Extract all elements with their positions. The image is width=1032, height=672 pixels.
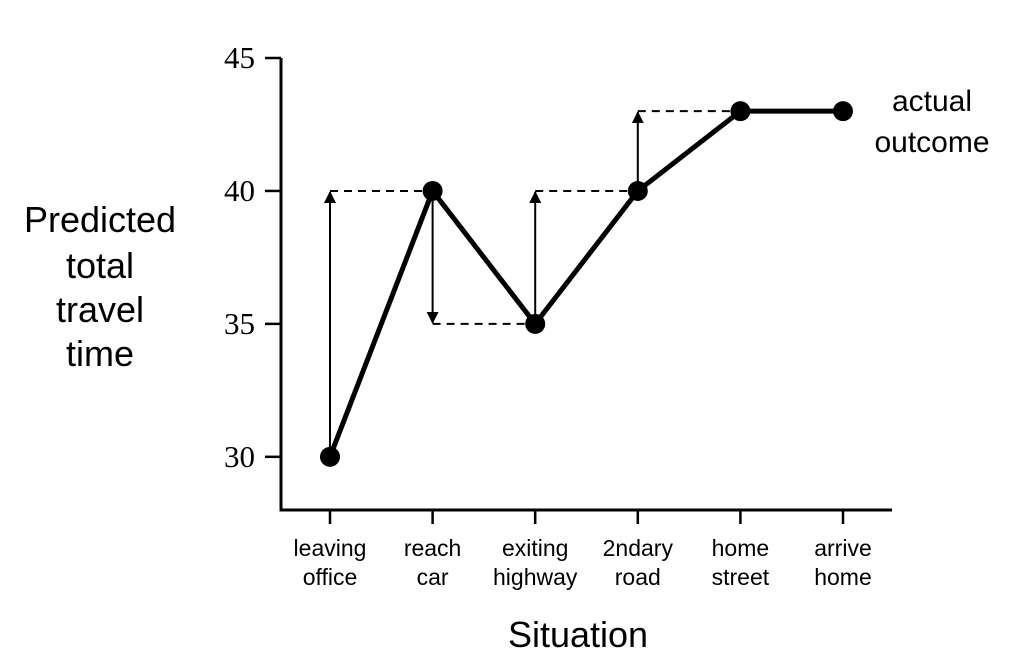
series-layer bbox=[320, 101, 853, 467]
x-tick-label: exiting highway bbox=[493, 535, 578, 590]
x-tick-label: reach car bbox=[404, 535, 462, 590]
y-axis-label-line: travel bbox=[56, 289, 144, 330]
annotation-actual-outcome: actual outcome bbox=[874, 85, 989, 159]
x-tick-label: home street bbox=[712, 535, 770, 590]
x-tick-label: leaving office bbox=[294, 535, 367, 590]
x-ticks: leaving office reach car exiting highway 2ndar… bbox=[294, 510, 872, 590]
y-axis-label-line: total bbox=[66, 245, 134, 286]
y-tick-label: 35 bbox=[224, 306, 255, 341]
y-axis-label-line: time bbox=[66, 333, 134, 374]
data-point bbox=[730, 101, 751, 122]
data-point bbox=[422, 180, 443, 201]
y-axis-label-line: Predicted bbox=[24, 199, 176, 240]
annotation-line: outcome bbox=[874, 126, 989, 159]
x-tick-label: 2ndary road bbox=[603, 535, 674, 590]
update-arrows bbox=[324, 110, 741, 457]
series-line bbox=[327, 108, 843, 458]
x-tick-label: arrive home bbox=[814, 535, 872, 590]
data-point bbox=[833, 101, 853, 122]
y-tick-label: 40 bbox=[224, 173, 255, 208]
y-tick-label: 30 bbox=[224, 439, 255, 474]
y-axis-label: Predicted total travel time bbox=[24, 199, 176, 374]
y-ticks: 30 35 40 45 bbox=[224, 40, 281, 474]
x-axis-label: Situation bbox=[508, 614, 648, 655]
data-point bbox=[525, 313, 546, 334]
annotation-line: actual bbox=[892, 85, 972, 118]
y-tick-label: 45 bbox=[224, 40, 255, 75]
data-point bbox=[320, 446, 340, 467]
data-point bbox=[627, 180, 648, 201]
